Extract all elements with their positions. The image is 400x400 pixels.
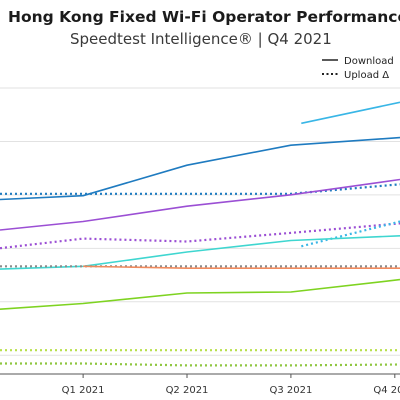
legend: Download Upload Δ xyxy=(322,56,394,81)
series-line-11 xyxy=(0,362,400,367)
series-lines xyxy=(0,101,400,367)
x-tick-label: Q2 2021 xyxy=(166,385,209,396)
chart-title: Hong Kong Fixed Wi-Fi Operator Performan… xyxy=(8,8,400,26)
gridlines xyxy=(0,87,400,375)
x-axis-ticks: Q1 2021 Q2 2021 Q3 2021 Q4 2021 xyxy=(62,374,400,396)
series-line-3 xyxy=(0,178,400,231)
series-line-5 xyxy=(301,220,400,248)
series-line-9 xyxy=(0,278,400,310)
x-tick-label: Q1 2021 xyxy=(62,385,105,396)
legend-upload-label: Upload Δ xyxy=(344,70,389,81)
legend-download-label: Download xyxy=(344,56,394,67)
series-line-2 xyxy=(0,183,400,195)
x-tick-label: Q3 2021 xyxy=(269,385,312,396)
series-line-8 xyxy=(83,265,400,270)
series-line-0 xyxy=(301,101,400,125)
series-line-1 xyxy=(0,136,400,201)
series-line-4 xyxy=(0,222,400,250)
x-tick-label: Q4 2021 xyxy=(373,385,400,396)
chart-subtitle: Speedtest Intelligence® | Q4 2021 xyxy=(70,30,332,48)
